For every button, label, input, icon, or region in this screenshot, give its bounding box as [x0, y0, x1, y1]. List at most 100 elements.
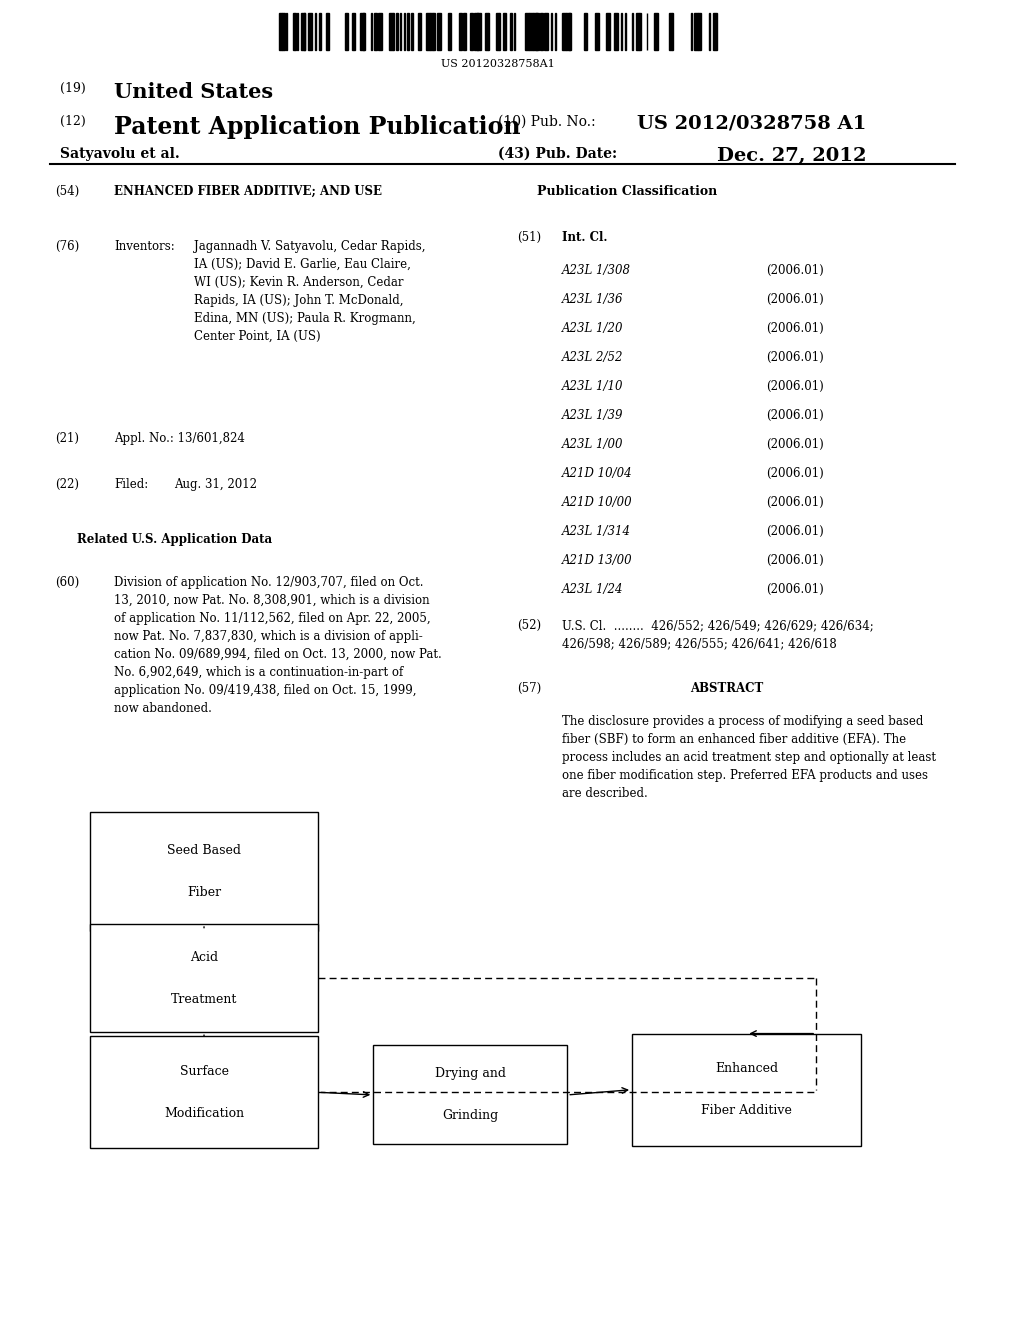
Bar — [694, 13, 698, 50]
Bar — [352, 13, 355, 50]
Bar — [636, 13, 639, 50]
Bar — [429, 13, 432, 50]
FancyBboxPatch shape — [373, 1045, 567, 1144]
Bar — [470, 13, 473, 50]
Text: (2006.01): (2006.01) — [766, 380, 824, 393]
Text: Related U.S. Application Data: Related U.S. Application Data — [77, 533, 271, 546]
Bar — [484, 13, 487, 50]
Text: (52): (52) — [517, 619, 542, 632]
Text: Patent Application Publication: Patent Application Publication — [115, 115, 521, 139]
Text: US 20120328758A1: US 20120328758A1 — [440, 59, 554, 70]
Text: (2006.01): (2006.01) — [766, 496, 824, 510]
Text: Dec. 27, 2012: Dec. 27, 2012 — [717, 147, 866, 165]
Text: Publication Classification: Publication Classification — [537, 185, 717, 198]
Bar — [537, 13, 540, 50]
Bar — [393, 13, 394, 50]
Text: (60): (60) — [54, 576, 79, 589]
Text: (2006.01): (2006.01) — [766, 351, 824, 364]
Text: United States: United States — [115, 82, 273, 102]
Bar — [584, 13, 587, 50]
Bar — [569, 13, 570, 50]
Text: Filed:: Filed: — [115, 478, 148, 491]
Bar — [375, 13, 377, 50]
Bar — [433, 13, 435, 50]
Bar — [565, 13, 569, 50]
Bar — [437, 13, 441, 50]
Bar — [279, 13, 282, 50]
Bar — [540, 13, 543, 50]
Text: (43) Pub. Date:: (43) Pub. Date: — [498, 147, 616, 161]
Bar — [364, 13, 365, 50]
Bar — [327, 13, 330, 50]
Bar — [621, 13, 623, 50]
Bar — [625, 13, 626, 50]
Text: Surface

Modification: Surface Modification — [164, 1065, 244, 1119]
Text: (2006.01): (2006.01) — [766, 322, 824, 335]
FancyBboxPatch shape — [89, 924, 318, 1032]
Text: Int. Cl.: Int. Cl. — [562, 231, 608, 244]
Text: A23L 1/314: A23L 1/314 — [562, 525, 632, 539]
Text: (2006.01): (2006.01) — [766, 293, 824, 306]
Bar — [411, 13, 413, 50]
Bar — [426, 13, 430, 50]
Bar — [319, 13, 321, 50]
Text: The disclosure provides a process of modifying a seed based
fiber (SBF) to form : The disclosure provides a process of mod… — [562, 715, 936, 800]
Text: (57): (57) — [517, 682, 542, 696]
Bar — [532, 13, 537, 50]
Bar — [713, 13, 717, 50]
Bar — [308, 13, 312, 50]
Text: (2006.01): (2006.01) — [766, 467, 824, 480]
Text: Aug. 31, 2012: Aug. 31, 2012 — [174, 478, 257, 491]
Text: (2006.01): (2006.01) — [766, 409, 824, 422]
Bar — [459, 13, 462, 50]
Text: ABSTRACT: ABSTRACT — [690, 682, 763, 696]
Text: (2006.01): (2006.01) — [766, 583, 824, 597]
Bar — [595, 13, 599, 50]
Bar — [463, 13, 466, 50]
Text: (21): (21) — [54, 432, 79, 445]
Text: A23L 1/24: A23L 1/24 — [562, 583, 624, 597]
Bar — [408, 13, 409, 50]
Bar — [447, 13, 451, 50]
Text: A23L 1/00: A23L 1/00 — [562, 438, 624, 451]
Text: Inventors:: Inventors: — [115, 240, 175, 253]
Bar — [378, 13, 382, 50]
Text: (22): (22) — [54, 478, 79, 491]
Text: A23L 2/52: A23L 2/52 — [562, 351, 624, 364]
Bar — [345, 13, 348, 50]
Text: Satyavolu et al.: Satyavolu et al. — [59, 147, 179, 161]
Bar — [359, 13, 364, 50]
Bar — [528, 13, 532, 50]
Text: A21D 10/04: A21D 10/04 — [562, 467, 633, 480]
Text: A23L 1/20: A23L 1/20 — [562, 322, 624, 335]
Bar — [503, 13, 506, 50]
Bar — [613, 13, 617, 50]
Bar — [283, 13, 286, 50]
Text: (2006.01): (2006.01) — [766, 525, 824, 539]
Bar — [562, 13, 566, 50]
Bar — [419, 13, 422, 50]
Bar — [669, 13, 672, 50]
Bar — [698, 13, 701, 50]
Text: A23L 1/39: A23L 1/39 — [562, 409, 624, 422]
Bar — [525, 13, 529, 50]
Text: A21D 13/00: A21D 13/00 — [562, 554, 633, 568]
Text: U.S. Cl.  ........  426/552; 426/549; 426/629; 426/634;
426/598; 426/589; 426/55: U.S. Cl. ........ 426/552; 426/549; 426/… — [562, 619, 874, 649]
Text: (19): (19) — [59, 82, 85, 95]
Text: Seed Based

Fiber: Seed Based Fiber — [167, 843, 241, 899]
Bar — [371, 13, 372, 50]
Text: Enhanced

Fiber Additive: Enhanced Fiber Additive — [701, 1063, 792, 1117]
Bar — [389, 13, 393, 50]
Bar — [403, 13, 406, 50]
Text: A21D 10/00: A21D 10/00 — [562, 496, 633, 510]
Text: (51): (51) — [517, 231, 542, 244]
Text: (2006.01): (2006.01) — [766, 264, 824, 277]
Bar — [551, 13, 553, 50]
Bar — [654, 13, 658, 50]
Bar — [301, 13, 305, 50]
Text: Division of application No. 12/903,707, filed on Oct.
13, 2010, now Pat. No. 8,3: Division of application No. 12/903,707, … — [115, 576, 442, 714]
Text: US 2012/0328758 A1: US 2012/0328758 A1 — [637, 115, 866, 133]
Bar — [474, 13, 477, 50]
Text: (2006.01): (2006.01) — [766, 554, 824, 568]
Text: Jagannadh V. Satyavolu, Cedar Rapids,
IA (US); David E. Garlie, Eau Claire,
WI (: Jagannadh V. Satyavolu, Cedar Rapids, IA… — [195, 240, 426, 343]
